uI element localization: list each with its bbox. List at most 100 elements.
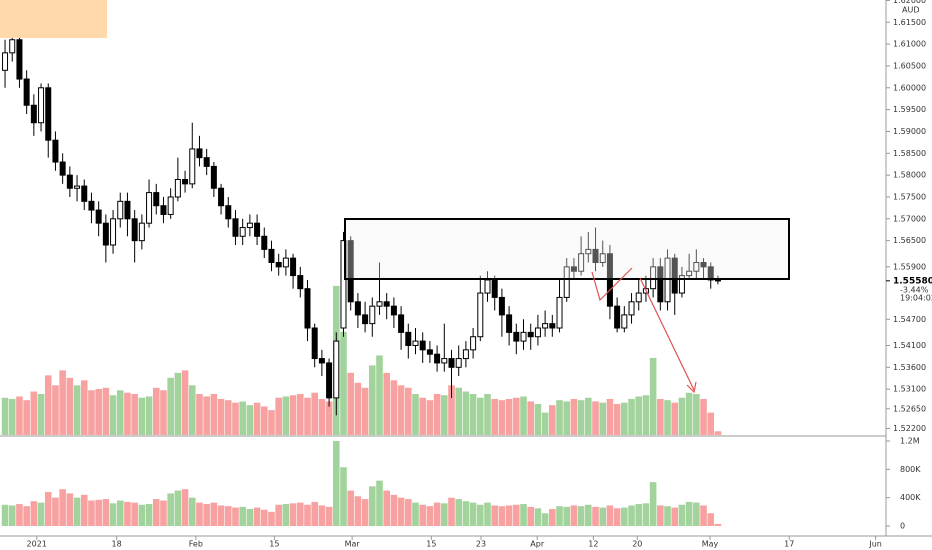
volume-bar [477, 504, 484, 526]
volume-overlay-bar [116, 390, 124, 435]
volume-overlay-bar [80, 380, 88, 435]
volume-overlay-bar [556, 400, 563, 435]
volume-overlay-bar [16, 396, 23, 435]
y-tick-label: 1.53100 [893, 385, 926, 394]
candle-body [160, 205, 167, 215]
candle-body [196, 148, 203, 159]
volume-overlay-bar [527, 401, 535, 435]
candle-body [23, 78, 30, 106]
volume-overlay-bar [484, 393, 491, 435]
volume-bar [8, 505, 16, 526]
volume-bar [80, 494, 88, 526]
volume-bar [462, 501, 470, 526]
volume-overlay-bar [318, 398, 326, 435]
volume-tick-label: 400K [900, 493, 921, 502]
volume-overlay-bar [376, 355, 383, 435]
volume-bar [700, 505, 707, 526]
candle-body [513, 331, 520, 342]
volume-bar [59, 489, 66, 526]
candles [2, 26, 721, 416]
volume-overlay-bar [577, 400, 585, 435]
volume-overlay-bar [44, 375, 52, 435]
candle-body [304, 288, 311, 329]
volume-overlay-bar [671, 402, 679, 435]
volume-bar [599, 507, 607, 526]
candle-body [52, 139, 59, 163]
candle-body [153, 192, 160, 207]
volume-overlay-bar [520, 396, 527, 435]
volume-bar [585, 504, 592, 526]
volume-bar [138, 504, 146, 526]
candle-body [88, 200, 95, 211]
volume-overlay-bar [678, 397, 686, 435]
volume-bar [671, 507, 679, 526]
candle-body [225, 205, 232, 220]
volume-bar [318, 505, 326, 526]
candle-body [542, 323, 549, 329]
arrow-path [591, 267, 633, 302]
volume-bar [628, 505, 635, 526]
volume-overlay-bar [685, 392, 693, 435]
volume-bar [1, 504, 9, 526]
candle-body [714, 279, 721, 282]
volume-overlay-bar [340, 331, 347, 435]
volume-bar [390, 494, 398, 526]
volume-bar [404, 499, 412, 526]
candle-body [434, 353, 441, 364]
volume-bar [469, 502, 477, 526]
volume-overlay-bar [196, 393, 203, 435]
volume-overlay-bar [642, 395, 650, 435]
volume-overlay-bar [635, 396, 643, 435]
volume-bar [707, 513, 715, 526]
volume-overlay-bar [304, 397, 311, 435]
volume-bar [116, 500, 124, 526]
volume-bar [491, 505, 499, 526]
candle-body [390, 305, 397, 316]
volume-overlay-bar [448, 385, 455, 435]
volume-tick-label: 1.2M [900, 437, 920, 446]
volume-overlay-bar [203, 396, 210, 435]
volume-bar [527, 506, 535, 526]
volume-bar [412, 502, 419, 526]
volume-overlay-bar [296, 393, 304, 435]
volume-overlay-bar [232, 402, 239, 435]
candle-body [578, 253, 585, 272]
volume-bar [513, 504, 520, 526]
volume-bar [325, 506, 333, 526]
volume-bar [131, 502, 138, 526]
volume-overlay-bar [462, 391, 470, 435]
volume-overlay-bar [52, 385, 59, 435]
volume-overlay-bar [131, 393, 138, 435]
volume-bar [570, 505, 578, 526]
x-tick-label: 18 [112, 540, 122, 549]
candle-body [326, 362, 333, 399]
volume-overlay-bar [599, 402, 607, 435]
candle-body [131, 218, 138, 242]
y-tick-label: 1.62000 [893, 0, 926, 5]
volume-bar [145, 504, 153, 526]
volume-overlay-bar [513, 397, 520, 435]
volume-overlay-bar [188, 385, 196, 435]
y-tick-label: 1.56500 [893, 236, 926, 245]
volume-overlay-bar [368, 365, 376, 435]
volume-bar [304, 504, 311, 526]
volume-overlay-bar [549, 405, 556, 435]
candle-body [491, 279, 498, 298]
candle-body [477, 292, 484, 338]
candle-body [671, 257, 678, 294]
candle-body [563, 266, 570, 298]
candle-body [218, 187, 225, 207]
arrow-line [639, 277, 695, 391]
y-tick-label: 1.52200 [893, 424, 926, 433]
candle-body [2, 52, 9, 71]
candle-body [556, 296, 563, 329]
volume-bar [664, 506, 671, 526]
candle-body [628, 301, 635, 316]
y-tick-label: 1.57000 [893, 214, 926, 223]
volume-bar [268, 511, 275, 526]
y-tick-label: 1.52650 [893, 404, 926, 413]
candle-body [74, 185, 81, 189]
y-tick-label: 1.55900 [893, 262, 926, 271]
volume-bar [505, 505, 513, 526]
volume-bar [52, 497, 59, 526]
